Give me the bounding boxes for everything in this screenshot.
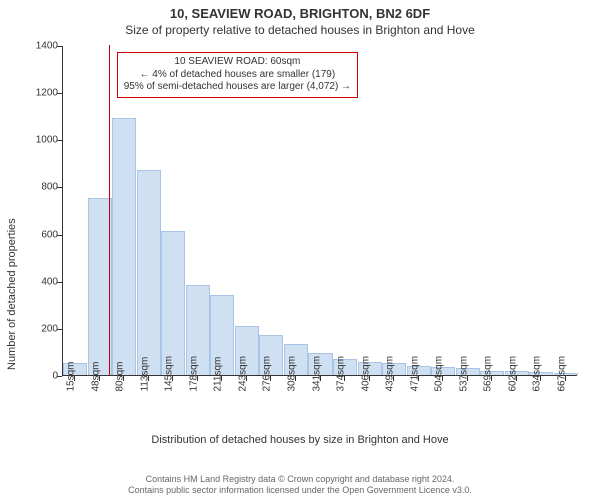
x-axis-title: Distribution of detached houses by size …	[0, 434, 600, 446]
footer: Contains HM Land Registry data © Crown c…	[0, 474, 600, 497]
y-tick-label: 800	[18, 182, 58, 193]
bar	[112, 118, 136, 375]
y-axis-label: Number of detached properties	[6, 218, 18, 370]
annotation-line: 95% of semi-detached houses are larger (…	[124, 81, 351, 94]
page-title: 10, SEAVIEW ROAD, BRIGHTON, BN2 6DF	[0, 0, 600, 21]
y-tick-label: 1400	[18, 41, 58, 52]
plot-area: 10 SEAVIEW ROAD: 60sqm← 4% of detached h…	[62, 46, 577, 376]
bar	[161, 231, 185, 375]
y-tick-label: 400	[18, 276, 58, 287]
page-subtitle: Size of property relative to detached ho…	[0, 23, 600, 37]
y-tick-label: 1200	[18, 88, 58, 99]
y-tick-label: 0	[18, 371, 58, 382]
y-tick-label: 1000	[18, 135, 58, 146]
y-tick-label: 600	[18, 229, 58, 240]
reference-line	[109, 45, 110, 375]
annotation-line: ← 4% of detached houses are smaller (179…	[124, 69, 351, 82]
y-tick-label: 200	[18, 323, 58, 334]
bar	[137, 170, 161, 375]
footer-line-2: Contains public sector information licen…	[0, 485, 600, 496]
annotation-box: 10 SEAVIEW ROAD: 60sqm← 4% of detached h…	[117, 52, 358, 98]
footer-line-1: Contains HM Land Registry data © Crown c…	[0, 474, 600, 485]
y-tick-mark	[57, 376, 62, 377]
figure: 10, SEAVIEW ROAD, BRIGHTON, BN2 6DF Size…	[0, 0, 600, 500]
annotation-line: 10 SEAVIEW ROAD: 60sqm	[124, 56, 351, 69]
